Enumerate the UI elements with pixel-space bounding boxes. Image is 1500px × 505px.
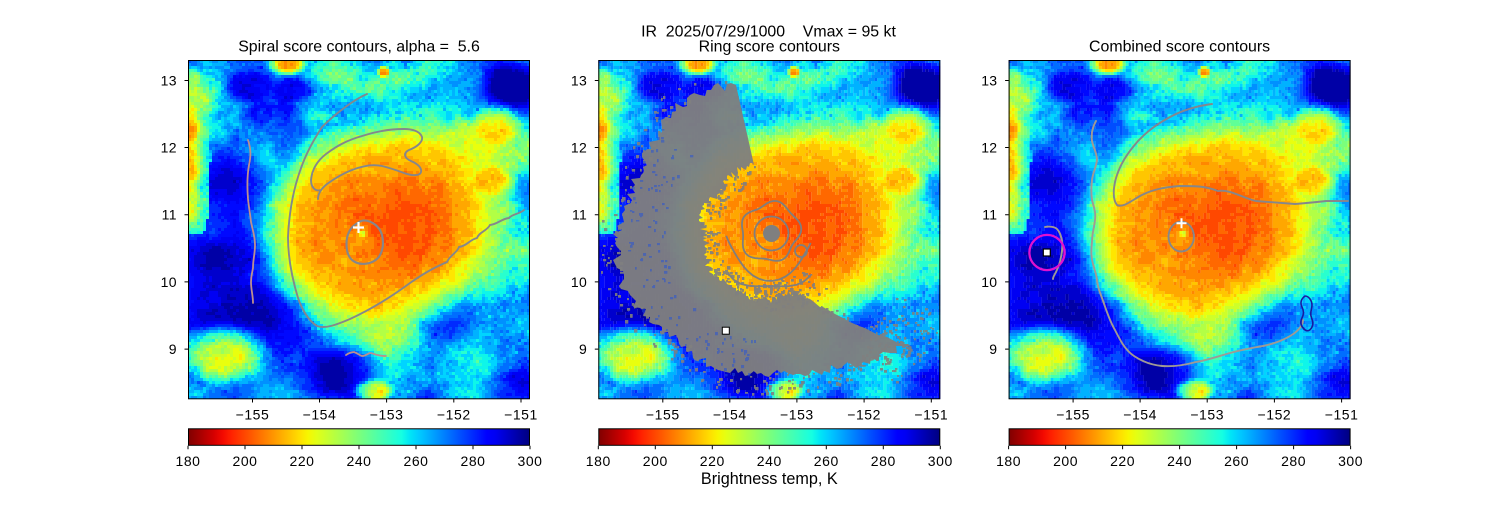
svg-text:12: 12 [981,140,997,156]
svg-text:180: 180 [175,453,200,469]
svg-text:11: 11 [982,207,997,223]
svg-text:12: 12 [571,140,587,156]
svg-text:−152: −152 [847,407,881,423]
svg-text:240: 240 [757,453,782,469]
svg-text:180: 180 [586,453,611,469]
svg-text:−155: −155 [1056,407,1090,423]
svg-text:IR 2025/07/29/1000 Vmax =: IR 2025/07/29/1000 Vmax = 95 kt [641,23,896,40]
svg-text:300: 300 [928,453,953,469]
svg-text:−151: −151 [1325,407,1359,423]
svg-text:12: 12 [161,140,177,156]
svg-text:−153: −153 [1190,407,1224,423]
svg-text:Spiral score contours, alpha =: Spiral score contours, alpha = 5.6 [238,39,480,56]
svg-text:−153: −153 [780,407,814,423]
svg-text:−151: −151 [504,407,538,423]
svg-text:9: 9 [989,341,997,357]
svg-text:10: 10 [981,274,997,290]
svg-text:260: 260 [1224,453,1249,469]
svg-text:Ring score contours: Ring score contours [699,39,840,56]
svg-text:220: 220 [1110,453,1135,469]
svg-text:220: 220 [700,453,725,469]
svg-text:200: 200 [1053,453,1078,469]
svg-text:11: 11 [162,207,177,223]
svg-text:−154: −154 [1123,407,1157,423]
svg-text:260: 260 [403,453,428,469]
svg-text:−151: −151 [914,407,948,423]
svg-text:13: 13 [981,73,997,89]
svg-text:−152: −152 [437,407,471,423]
svg-text:−153: −153 [370,407,404,423]
svg-text:260: 260 [814,453,839,469]
svg-text:Brightness temp, K: Brightness temp, K [701,470,838,488]
svg-text:180: 180 [996,453,1021,469]
svg-text:220: 220 [289,453,314,469]
svg-text:10: 10 [571,274,587,290]
svg-text:Combined score contours: Combined score contours [1089,39,1270,56]
svg-text:−154: −154 [713,407,747,423]
svg-text:−155: −155 [236,407,270,423]
svg-text:300: 300 [1338,453,1363,469]
svg-text:13: 13 [161,73,177,89]
svg-text:11: 11 [572,207,587,223]
svg-text:280: 280 [871,453,896,469]
svg-text:200: 200 [643,453,668,469]
svg-text:9: 9 [579,341,587,357]
svg-text:−154: −154 [303,407,337,423]
svg-text:300: 300 [517,453,542,469]
svg-text:−152: −152 [1258,407,1292,423]
svg-text:13: 13 [571,73,587,89]
svg-text:200: 200 [232,453,257,469]
svg-text:280: 280 [1281,453,1306,469]
svg-text:−155: −155 [646,407,680,423]
svg-text:240: 240 [346,453,371,469]
svg-text:280: 280 [460,453,485,469]
svg-text:10: 10 [161,274,177,290]
svg-text:240: 240 [1167,453,1192,469]
svg-text:9: 9 [169,341,177,357]
